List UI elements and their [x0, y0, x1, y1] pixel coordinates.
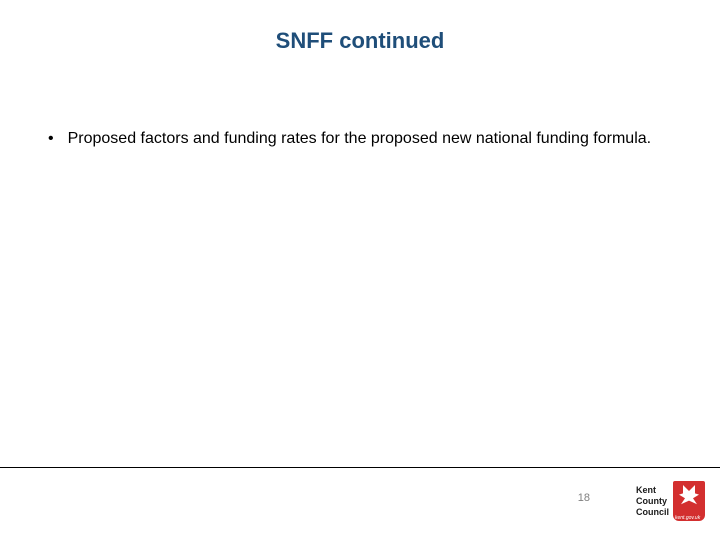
kent-logo: Kent County Council kent.gov.uk — [636, 478, 708, 524]
slide-content: • Proposed factors and funding rates for… — [48, 128, 680, 150]
slide-title: SNFF continued — [0, 28, 720, 54]
logo-line2: County — [636, 496, 667, 506]
logo-line1: Kent — [636, 485, 656, 495]
footer-divider — [0, 467, 720, 468]
logo-tagline: kent.gov.uk — [675, 515, 700, 521]
slide: SNFF continued • Proposed factors and fu… — [0, 0, 720, 540]
logo-shield-icon: kent.gov.uk — [673, 481, 705, 521]
bullet-text: Proposed factors and funding rates for t… — [68, 128, 651, 150]
page-number: 18 — [0, 492, 590, 504]
logo-line3: Council — [636, 507, 669, 517]
bullet-marker: • — [48, 128, 54, 150]
bullet-item: • Proposed factors and funding rates for… — [48, 128, 680, 150]
logo-text: Kent County Council — [636, 485, 669, 518]
